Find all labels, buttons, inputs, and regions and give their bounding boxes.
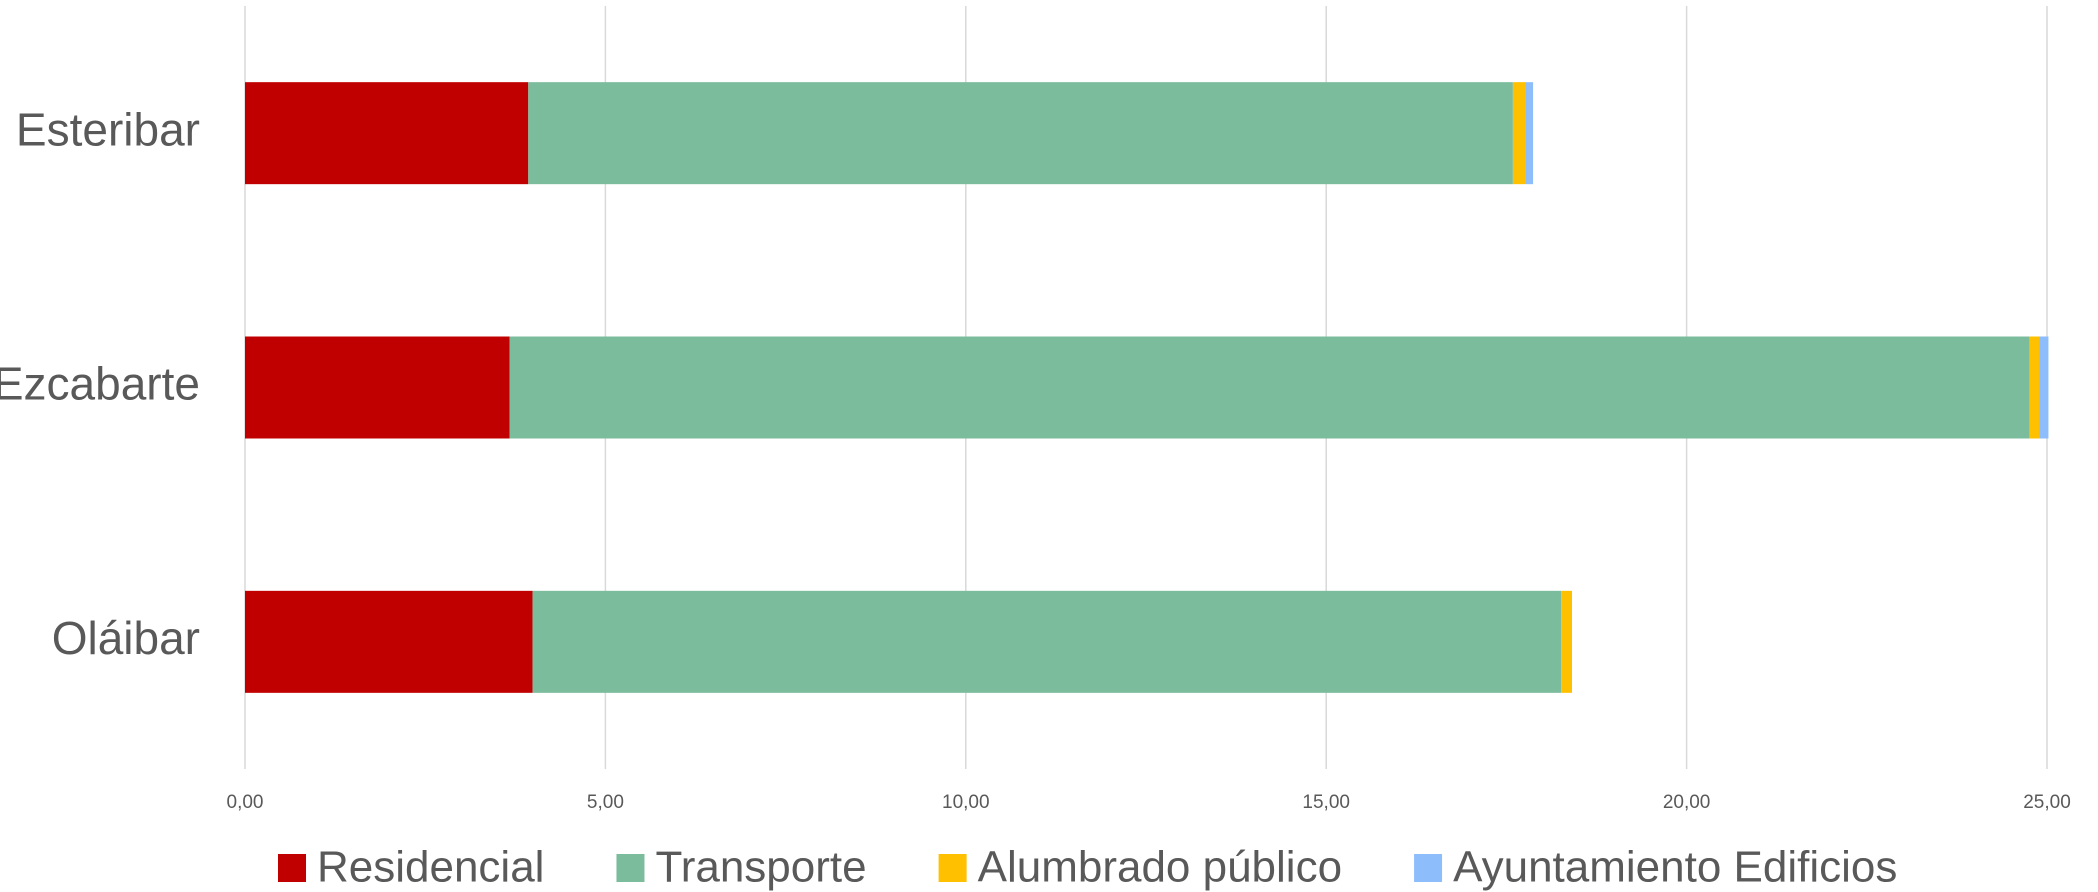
bar-segment (2039, 336, 2049, 439)
x-tick-label: 5,00 (587, 792, 624, 813)
y-tick-label: Oláibar (52, 612, 200, 664)
bar-segment (1561, 590, 1572, 693)
x-tick-label: 15,00 (1302, 792, 1350, 813)
x-tick-label: 25,00 (2023, 792, 2071, 813)
x-tick-label: 0,00 (227, 792, 264, 813)
legend-label: Ayuntamiento Edificios (1453, 843, 1897, 892)
bar-segment (1512, 82, 1526, 185)
y-tick-label: Esteribar (16, 103, 200, 155)
legend-label: Alumbrado público (978, 843, 1342, 892)
bar-segment (1525, 82, 1534, 185)
legend-marker (1414, 854, 1443, 882)
bar-segment (245, 336, 510, 439)
legend-marker (616, 854, 645, 882)
bar-segment (245, 82, 529, 185)
legend-label: Residencial (317, 843, 544, 892)
bar-segment (245, 590, 533, 693)
bar-segment (532, 590, 1562, 693)
legend-label: Transporte (655, 843, 866, 892)
bar-segment (2029, 336, 2040, 439)
bar-segment (509, 336, 2030, 439)
x-tick-label: 10,00 (942, 792, 990, 813)
x-tick-label: 20,00 (1663, 792, 1711, 813)
y-tick-label: Ezcabarte (0, 358, 200, 410)
legend-marker (938, 854, 967, 882)
legend-marker (278, 854, 306, 882)
bar-segment (528, 82, 1513, 185)
